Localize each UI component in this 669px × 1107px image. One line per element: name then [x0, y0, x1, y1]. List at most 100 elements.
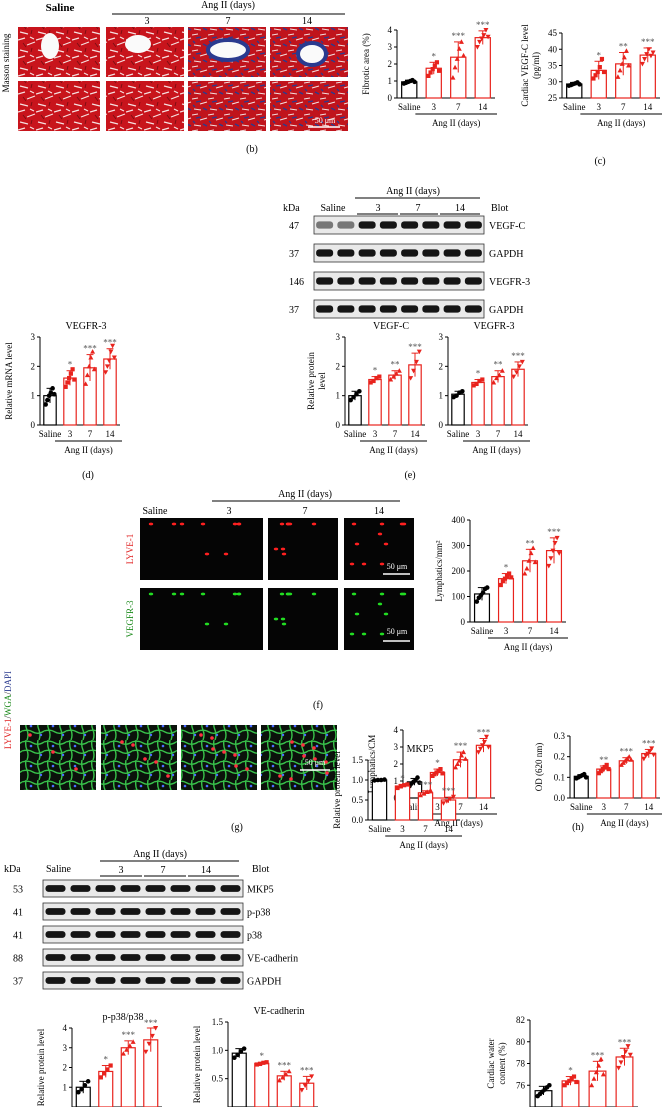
y-tick-label: 0 — [31, 420, 36, 430]
if-signal — [211, 747, 215, 751]
x-tick-label: 14 — [643, 102, 653, 112]
data-point — [646, 47, 652, 52]
micrograph-header-7: 7 — [226, 16, 231, 27]
y-tick-label: 45 — [548, 28, 558, 38]
data-point — [500, 579, 505, 584]
data-point — [418, 792, 424, 798]
data-point — [480, 377, 485, 382]
y-axis-label: Cardiac watercontent (%) — [486, 1038, 507, 1088]
blot-band — [170, 977, 191, 984]
significance-label: ** — [619, 42, 629, 52]
data-point — [398, 784, 403, 789]
data-point — [106, 358, 112, 364]
blot-band — [337, 249, 355, 257]
blot-kda-value: 146 — [289, 277, 304, 288]
if-signal — [204, 552, 210, 556]
blot-membrane — [313, 299, 485, 319]
data-point — [430, 67, 435, 72]
y-tick-label: 4 — [394, 725, 399, 735]
blot-ang-header: Ang II (days) — [386, 186, 440, 197]
data-point — [480, 743, 486, 748]
if-signal — [232, 592, 238, 596]
data-point — [76, 1089, 81, 1095]
x-tick-label: Saline — [398, 102, 421, 112]
x-axis-label: Ang II (days) — [600, 818, 649, 828]
data-point — [309, 1074, 315, 1079]
label-lyve1-part: LYVE-1 — [3, 718, 13, 749]
data-point — [371, 378, 376, 384]
x-tick-label: 7 — [621, 102, 626, 112]
significance-label: * — [435, 758, 440, 768]
micrograph-masson-saline-top — [18, 27, 100, 77]
chart-od: 0.0 0.1 0.2 0.3 OD (620 nm) Saline ** 3 *** 7 *** 1… — [534, 731, 662, 828]
data-point — [511, 374, 517, 380]
blot-band — [195, 908, 216, 915]
if-signal — [28, 733, 32, 737]
if-row-label-lyve1: LYVE-1 — [125, 534, 135, 565]
blot-band — [120, 931, 141, 938]
x-axis-label: Ang II (days) — [504, 642, 553, 652]
chart-title: p-p38/p38 — [102, 1012, 143, 1023]
data-point — [481, 33, 487, 38]
data-point — [88, 354, 94, 360]
data-point — [589, 1082, 595, 1088]
data-point — [428, 70, 433, 75]
data-point — [626, 754, 632, 759]
significance-label: * — [597, 50, 602, 60]
blot-band — [120, 977, 141, 984]
data-point — [52, 391, 57, 397]
data-point — [460, 749, 466, 755]
data-point — [382, 777, 387, 782]
data-point — [72, 377, 77, 382]
blot-membrane — [42, 879, 244, 898]
x-tick-label: 14 — [514, 429, 524, 439]
blot-kda-header: kDa — [4, 864, 21, 875]
data-point — [532, 559, 538, 565]
if-signal — [383, 612, 389, 616]
bar — [120, 1047, 136, 1107]
significance-label: *** — [620, 747, 634, 757]
y-axis-label-line: Cardiac VEGF-C level — [520, 24, 530, 107]
data-point — [395, 785, 400, 791]
if-signal — [325, 771, 329, 775]
data-point — [235, 1052, 240, 1058]
data-point — [455, 761, 461, 766]
x-tick-label: Saline — [403, 802, 426, 812]
data-point — [502, 576, 508, 581]
if-signal — [313, 757, 317, 761]
blot-ang-header: Ang II (days) — [133, 849, 187, 860]
data-point — [434, 60, 440, 65]
significance-label: *** — [547, 527, 561, 537]
y-tick-label: 1 — [63, 1082, 68, 1092]
data-point — [45, 397, 50, 403]
data-point — [67, 375, 72, 381]
blot-band — [145, 977, 166, 984]
data-point — [238, 1049, 244, 1054]
data-point — [461, 52, 467, 58]
blot-band — [443, 249, 461, 257]
y-tick-label: 82 — [516, 1015, 525, 1025]
blot-band — [70, 977, 91, 984]
data-point — [616, 1065, 622, 1071]
blot-protein-name: p38 — [247, 931, 262, 942]
data-point — [305, 1078, 311, 1084]
data-point — [103, 370, 109, 375]
data-point — [286, 1068, 292, 1074]
x-tick-label: 3 — [435, 802, 440, 812]
data-point — [378, 777, 384, 783]
blot-kda-value: 37 — [289, 305, 299, 316]
blot-band — [45, 977, 66, 984]
if-signal — [166, 774, 170, 778]
blot-kda-header: kDa — [283, 203, 300, 214]
data-point — [485, 34, 491, 40]
masson-staining-label: Masson staining — [1, 33, 11, 92]
blot-kda-value: 37 — [289, 249, 299, 260]
chart-title: MKP5 — [407, 744, 434, 755]
y-tick-label: 2 — [336, 361, 341, 371]
data-point — [528, 550, 534, 556]
blot-membrane — [42, 948, 244, 967]
data-point — [591, 76, 596, 81]
y-tick-label: 40 — [548, 44, 558, 54]
data-point — [571, 1074, 577, 1079]
data-point — [424, 789, 430, 794]
